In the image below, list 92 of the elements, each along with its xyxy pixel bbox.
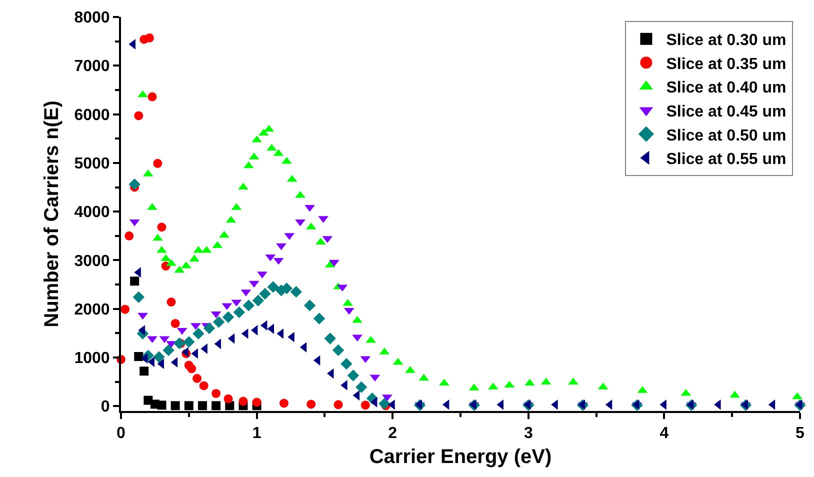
point (267, 281, 279, 293)
point (324, 332, 336, 344)
y-tick-label: 2000 (74, 301, 110, 318)
point (192, 328, 204, 340)
point (199, 381, 208, 390)
legend-label: Slice at 0.30 um (666, 32, 786, 50)
point (439, 378, 450, 386)
point (340, 358, 352, 370)
point (147, 336, 158, 344)
point (524, 378, 535, 386)
point (134, 352, 144, 362)
point (347, 370, 360, 382)
y-tick-label: 7000 (74, 58, 110, 76)
legend-label: Slice at 0.35 um (666, 56, 786, 73)
y-tick-label: 4000 (74, 204, 110, 222)
point (124, 231, 134, 240)
x-tick-label: 3 (524, 425, 533, 442)
point (242, 300, 254, 312)
point (370, 397, 378, 408)
point (198, 401, 207, 410)
point (138, 90, 148, 98)
legend-label: Slice at 0.45 um (666, 103, 786, 120)
legend-label: Slice at 0.40 um (666, 80, 786, 97)
legend-label: Slice at 0.50 um (666, 127, 786, 144)
x-tick-label: 5 (796, 425, 805, 442)
point (306, 400, 316, 409)
y-tick-label: 5000 (74, 156, 110, 173)
y-tick-label: 0 (100, 398, 110, 416)
point (233, 306, 245, 318)
point (130, 276, 140, 286)
point (128, 178, 140, 190)
point (332, 344, 344, 356)
point (250, 325, 258, 336)
point (329, 260, 340, 267)
y-tick-label: 6000 (74, 106, 110, 124)
point (252, 294, 264, 306)
y-tick-label: 8000 (74, 10, 110, 27)
point (252, 398, 262, 407)
point (140, 366, 149, 376)
point (157, 400, 166, 410)
x-tick-label: 2 (388, 425, 398, 442)
point (166, 298, 176, 307)
point (360, 400, 370, 410)
point (187, 364, 196, 374)
point (222, 311, 234, 323)
x-tick-label: 4 (660, 425, 669, 442)
legend-label: Slice at 0.55 um (666, 151, 786, 168)
point (138, 312, 148, 320)
point (192, 374, 202, 383)
y-axis-title: Number of Carriers n(E) (41, 100, 64, 328)
point (378, 398, 390, 410)
point (238, 396, 248, 406)
point (170, 401, 180, 410)
point (304, 300, 316, 312)
point (334, 400, 343, 410)
point (162, 344, 174, 356)
y-tick-label: 1000 (74, 350, 110, 368)
point (120, 304, 130, 314)
point (212, 388, 221, 398)
y-tick-label: 3000 (74, 252, 110, 270)
point (174, 338, 186, 350)
point (203, 322, 216, 334)
point (266, 144, 277, 151)
point (148, 92, 157, 102)
x-tick-label: 0 (116, 425, 126, 442)
point (290, 286, 302, 298)
point (792, 392, 802, 400)
point (276, 243, 286, 250)
point (356, 381, 368, 394)
point (153, 158, 162, 168)
point (153, 351, 165, 363)
point (212, 316, 225, 328)
point (157, 222, 166, 232)
point (156, 246, 167, 253)
point (134, 111, 144, 120)
point (568, 378, 578, 385)
point (313, 312, 326, 324)
point (132, 291, 144, 304)
x-tick-label: 1 (252, 425, 262, 442)
point (259, 288, 271, 300)
point (300, 342, 307, 352)
point (212, 401, 221, 410)
point (304, 204, 315, 212)
x-axis-title: Carrier Energy (eV) (369, 446, 552, 468)
point (352, 334, 362, 342)
point (224, 394, 233, 404)
point (183, 336, 195, 348)
point (219, 230, 230, 238)
point (279, 398, 288, 408)
point (170, 318, 180, 328)
point (184, 401, 194, 410)
point (145, 33, 154, 42)
